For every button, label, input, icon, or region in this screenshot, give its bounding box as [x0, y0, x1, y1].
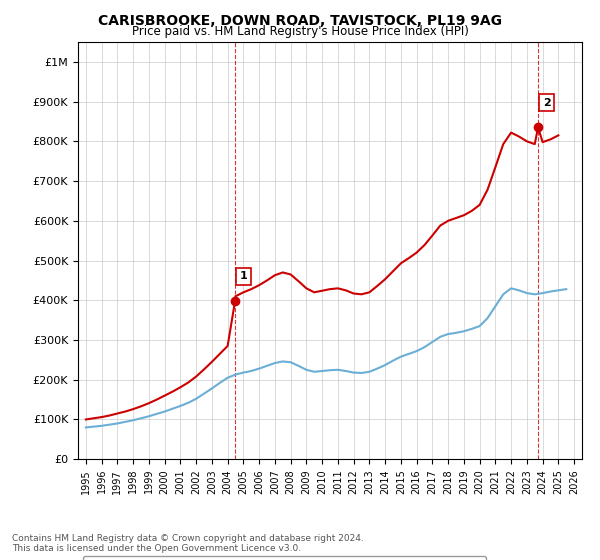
Text: 1: 1: [240, 272, 248, 282]
Text: CARISBROOKE, DOWN ROAD, TAVISTOCK, PL19 9AG: CARISBROOKE, DOWN ROAD, TAVISTOCK, PL19 …: [98, 14, 502, 28]
Legend: CARISBROOKE, DOWN ROAD, TAVISTOCK, PL19 9AG (detached house), HPI: Average price: CARISBROOKE, DOWN ROAD, TAVISTOCK, PL19 …: [83, 556, 486, 560]
Text: Price paid vs. HM Land Registry's House Price Index (HPI): Price paid vs. HM Land Registry's House …: [131, 25, 469, 38]
Text: 2: 2: [543, 97, 551, 108]
Text: Contains HM Land Registry data © Crown copyright and database right 2024.
This d: Contains HM Land Registry data © Crown c…: [12, 534, 364, 553]
